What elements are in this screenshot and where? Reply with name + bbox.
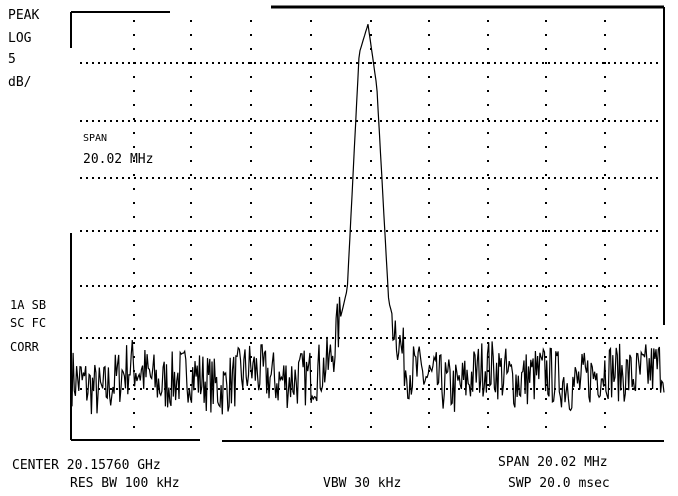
center-frequency: CENTER 20.15760 GHz: [12, 458, 161, 473]
graticule-grid: [80, 20, 658, 428]
annotation-3: CORR: [10, 340, 40, 354]
sweep-time: SWP 20.0 msec: [508, 476, 610, 491]
video-bandwidth: VBW 30 kHz: [323, 476, 401, 491]
scale-unit-readout: dB/: [8, 75, 31, 90]
graticule-frame: [70, 5, 665, 442]
scale-mode-readout: LOG: [8, 31, 32, 46]
resolution-bandwidth: RES BW 100 kHz: [70, 476, 180, 491]
spectrum-trace: [71, 24, 665, 415]
marker-value: 20.02 MHz: [83, 152, 153, 167]
marker-label: SPAN: [83, 133, 107, 144]
annotation-1: 1A SB: [10, 298, 46, 312]
span-readout: SPAN 20.02 MHz: [498, 455, 608, 470]
scale-value-readout: 5: [8, 52, 16, 67]
annotation-2: SC FC: [10, 316, 46, 330]
detector-readout: PEAK: [8, 8, 39, 23]
